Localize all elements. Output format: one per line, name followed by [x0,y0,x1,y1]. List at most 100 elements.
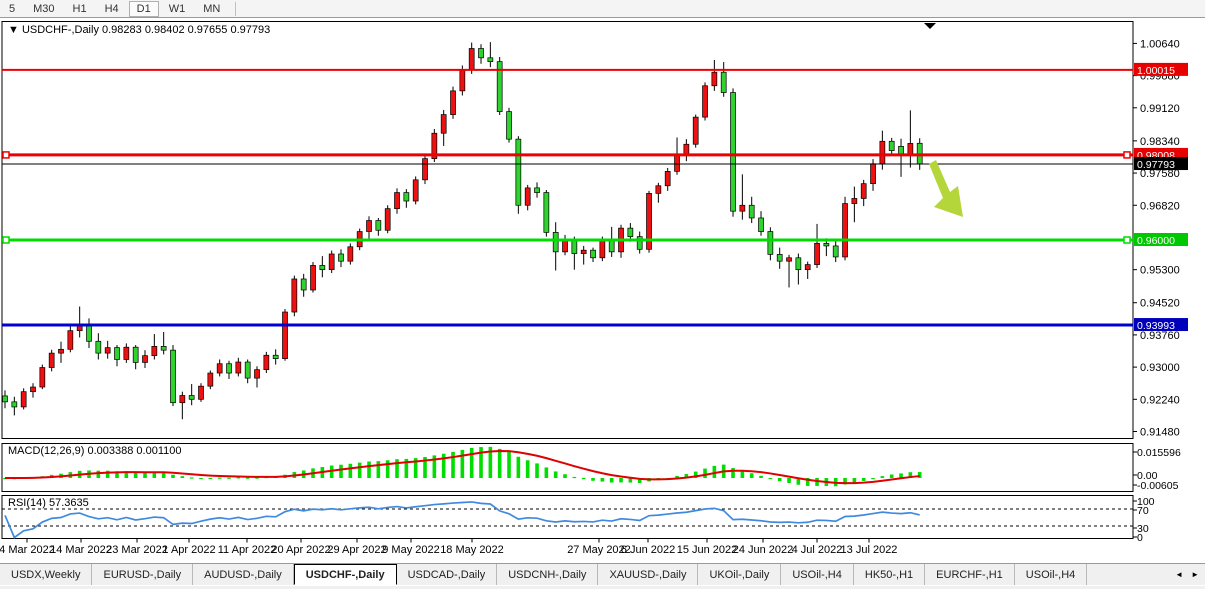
chart-tab-ukoil-daily[interactable]: UKOil-,Daily [698,564,782,585]
candle-body [795,257,802,271]
y-axis-label: 0.92240 [1140,394,1180,406]
macd-histogram-bar [479,447,483,478]
macd-axis-label: 0.00 [1137,470,1158,482]
candle-body [608,239,615,253]
candle-body [832,245,839,258]
chart-tab-usdcnh-daily[interactable]: USDCNH-,Daily [497,564,599,585]
sell-arrow-annotation[interactable] [929,160,963,217]
macd-histogram-bar [712,465,717,478]
macd-histogram-bar [96,470,101,478]
candle-body [870,163,876,184]
macd-histogram-bar [880,476,885,478]
macd-histogram-bar [581,478,586,480]
tab-scroll-left-icon[interactable]: ◄ [1175,570,1184,579]
chart-tab-eurchf-h1[interactable]: EURCHF-,H1 [925,564,1015,585]
rsi-axis-label: 0 [1137,532,1143,544]
macd-histogram-bar [143,472,147,478]
candle-body [440,114,447,134]
macd-histogram-bar [385,460,390,478]
tab-scroll-right-icon[interactable]: ► [1191,570,1199,579]
chart-tab-usoil-h4[interactable]: USOil-,H4 [781,564,854,585]
candle-body [860,183,867,199]
timeframe-button-D1[interactable]: D1 [128,0,159,17]
chart-tab-hk50-h1[interactable]: HK50-,H1 [854,564,926,585]
macd-histogram-bar [516,456,521,478]
chart-tab-xauusd-daily[interactable]: XAUUSD-,Daily [598,564,699,585]
rsi-axis-label: 30 [1137,523,1149,535]
timeframe-button-W1[interactable]: W1 [168,2,186,15]
macd-histogram-bar [236,477,241,479]
macd-histogram-bar [152,472,157,478]
hline-handle[interactable] [2,151,10,159]
rsi-axis-label: 70 [1137,505,1149,517]
status-strip [0,585,1205,589]
price-badge [1134,233,1188,246]
macd-histogram-bar [507,451,511,478]
macd-histogram-bar [908,472,913,478]
candle-body [179,395,186,404]
macd-histogram-bar [693,471,698,478]
candle-body [879,140,886,165]
macd-histogram-bar [227,477,231,479]
candle-body [188,395,195,400]
x-axis-label: 27 May 2022 [567,544,631,556]
x-axis-label: 20 Apr 2022 [271,544,330,556]
candle-body [702,85,708,118]
macd-histogram-bar [451,451,455,478]
macd-histogram-bar [245,477,250,479]
chart-tab-eurusd-daily[interactable]: EURUSD-,Daily [92,564,194,585]
candle-body [412,179,419,202]
macd-histogram-bar [777,478,782,482]
x-axis-label: 13 Jul 2022 [841,544,898,556]
rsi-pane-border [1,495,1134,539]
chart-tab-usoil-h4[interactable]: USOil-,H4 [1015,564,1088,585]
macd-histogram-bar [731,468,735,478]
candle-body [20,391,27,408]
candle-body [170,349,176,404]
hline-handle[interactable] [2,236,10,244]
candle-body [272,354,279,359]
candle-body [216,363,223,374]
candle-body [375,220,382,231]
macd-label: MACD(12,26,9) 0.003388 0.001100 [8,445,181,457]
macd-histogram-bar [469,447,474,478]
candle-body [692,116,699,145]
chart-tab-usdx-weekly[interactable]: USDX,Weekly [0,564,93,585]
macd-histogram-bar [395,459,399,478]
macd-histogram-bar [413,458,418,478]
candle-body [310,265,316,291]
macd-histogram-bar [171,474,175,478]
candle-body [543,192,550,233]
candle-body [590,249,596,259]
macd-histogram-bar [805,478,810,486]
chart-tab-usdchf-daily[interactable]: USDCHF-,Daily [293,564,397,585]
price-badge-label: 0.97793 [1137,159,1175,171]
candle-body [664,171,671,187]
chart-tab-audusd-daily[interactable]: AUDUSD-,Daily [193,564,294,585]
price-badge [1134,318,1188,332]
x-axis-label: 1 Apr 2022 [162,544,215,556]
candle-body [720,71,727,93]
x-axis-label: 29 Apr 2022 [327,544,386,556]
timeframe-button-5[interactable]: 5 [9,2,16,15]
macd-histogram-bar [357,462,362,478]
timeframe-button-H1[interactable]: H1 [72,2,87,15]
candle-body [767,231,774,255]
macd-histogram-bar [133,472,138,478]
macd-histogram-bar [572,476,577,479]
candlestick-chart[interactable]: ▼ USDCHF-,Daily 0.98283 0.98402 0.97655 … [0,18,1205,563]
macd-histogram-bar [684,474,689,478]
chart-tab-usdcad-daily[interactable]: USDCAD-,Daily [397,564,498,585]
y-axis-label: 0.98340 [1140,136,1180,148]
rsi-line [4,501,920,539]
hline-handle[interactable] [1123,151,1131,159]
candle-body [142,355,148,363]
candle-body [226,363,232,374]
hline-handle[interactable] [1123,236,1131,244]
macd-axis-label: 0.015596 [1137,447,1181,459]
timeframe-button-M30[interactable]: M30 [33,2,55,15]
timeframe-button-MN[interactable]: MN [203,2,221,15]
price-badge [1134,157,1188,171]
timeframe-button-H4[interactable]: H4 [104,2,119,15]
macd-histogram-bar [348,463,353,478]
